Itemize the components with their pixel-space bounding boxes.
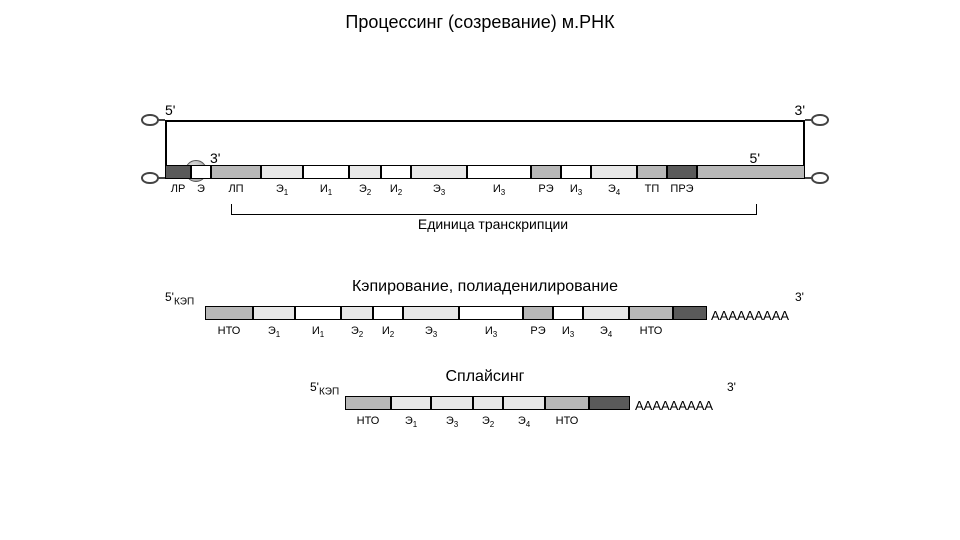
cap-sub-label: КЭП [174,296,194,307]
segment [373,306,403,320]
segment [459,306,523,320]
transcription-unit-label: Единица транскрипции [231,216,755,232]
segment-label: И3 [459,322,523,344]
segment [503,396,545,410]
segment-label: Э4 [583,322,629,344]
segment-label: И1 [295,322,341,344]
polya-tail: ААААААААА [635,398,713,413]
segment [295,306,341,320]
segment-label: НТО [345,412,391,434]
segment [673,306,707,320]
mrna-labels: НТОЭ1Э3Э2Э4НТО [345,412,630,434]
segment-label: Э4 [591,180,637,198]
segment [589,396,630,410]
dna-end-stick [805,119,813,121]
capping-heading: Кэпирование, полиаденилирование [165,278,805,296]
segment-label: РЭ [523,322,553,344]
segment [531,165,561,179]
segment [381,165,411,179]
segment-label: Э3 [403,322,459,344]
segment-label: И3 [467,180,531,198]
segment-label: ТП [637,180,667,198]
segment-label: Э1 [391,412,431,434]
transcription-unit-bracket [231,204,757,215]
segment-label: И2 [381,180,411,198]
five-prime-label: 5' [165,102,175,118]
dna-end-circle [811,114,829,126]
cap-sub-label: КЭП [319,386,339,397]
pre-mrna-labels: НТОЭ1И1Э2И2Э3И3РЭИ3Э4НТО [205,322,707,344]
segment [637,165,667,179]
segment-label: И3 [553,322,583,344]
five-prime-label: 5' [750,150,760,166]
segment [211,165,261,179]
mrna-segments [345,396,630,410]
dna-end-stick [157,119,165,121]
segment [191,165,211,179]
segment-label: ПРЭ [667,180,697,198]
five-prime-label: 5'КЭП [165,290,194,307]
segment-label: Э2 [341,322,373,344]
three-prime-label: 3' [795,290,804,304]
segment [349,165,381,179]
segment [629,306,673,320]
segment [165,165,191,179]
segment-label [697,180,805,198]
segment [545,396,589,410]
segment [205,306,253,320]
segment [583,306,629,320]
segment-label: РЭ [531,180,561,198]
pre-mrna-segments [205,306,707,320]
segment [403,306,459,320]
segment [431,396,473,410]
segment [253,306,295,320]
segment-label: Э3 [411,180,467,198]
polya-tail: ААААААААА [711,308,789,323]
segment [561,165,591,179]
dna-end-circle [811,172,829,184]
three-prime-label: 3' [795,102,805,118]
three-prime-label: 3' [210,150,220,166]
page-title: Процессинг (созревание) м.РНК [0,12,960,33]
segment [341,306,373,320]
segment-label: Э [191,180,211,198]
segment-label: ЛР [165,180,191,198]
segment-label: НТО [545,412,589,434]
segment [553,306,583,320]
segment [591,165,637,179]
segment [467,165,531,179]
segment-label: НТО [205,322,253,344]
gene-segments [165,165,805,179]
three-prime-label: 3' [727,380,736,394]
segment-label: ЛП [211,180,261,198]
segment-label: И1 [303,180,349,198]
segment [523,306,553,320]
segment [473,396,503,410]
segment-label: Э3 [431,412,473,434]
segment-label: И3 [561,180,591,198]
dna-end-stick [805,177,813,179]
segment-label: Э1 [261,180,303,198]
segment-label: И2 [373,322,403,344]
segment [303,165,349,179]
segment [391,396,431,410]
segment-label: Э2 [473,412,503,434]
segment [261,165,303,179]
segment-label [673,322,707,344]
segment [697,165,805,179]
gene-labels: ЛРЭЛПЭ1И1Э2И2Э3И3РЭИ3Э4ТППРЭ [165,180,805,198]
segment [345,396,391,410]
segment [667,165,697,179]
dna-end-stick [157,177,165,179]
splicing-heading: Сплайсинг [165,368,805,386]
segment-label: Э1 [253,322,295,344]
segment-label: Э4 [503,412,545,434]
five-prime-label: 5'КЭП [310,380,339,397]
segment-label: Э2 [349,180,381,198]
segment [411,165,467,179]
segment-label: НТО [629,322,673,344]
segment-label [589,412,630,434]
